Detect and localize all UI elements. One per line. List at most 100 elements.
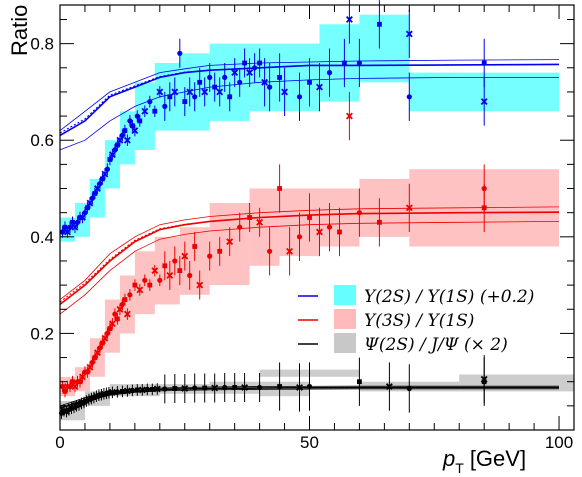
ups2s-point	[59, 229, 66, 235]
psi2s-point	[61, 408, 67, 414]
ups2s-point	[216, 88, 224, 96]
axes: 0 50 100 0.2 0.4 0.6 0.8	[30, 5, 574, 452]
psi2s-point	[172, 386, 178, 391]
ups2s-point	[156, 88, 164, 96]
ups3s-syst-box	[154, 236, 180, 305]
ups2s-point	[134, 113, 140, 119]
psi2s-curve-upper-line	[59, 385, 559, 407]
ups2s-curve-lower-line	[59, 77, 559, 151]
ups2s-point	[74, 219, 81, 225]
ups2s-point	[162, 103, 168, 109]
ups3s-curve-upper-line	[59, 206, 560, 300]
legend-label: Υ(2S) / Υ(1S) (+0.2)	[364, 287, 534, 307]
ups3s-point	[151, 267, 159, 275]
y-tick-label: 0.4	[30, 228, 54, 247]
ups3s-point	[70, 379, 75, 385]
ups3s-point	[405, 204, 413, 212]
psi2s-point	[222, 384, 228, 391]
ups2s-syst-box	[359, 14, 410, 83]
ups3s-point	[127, 292, 133, 298]
ups2s-syst-box	[89, 178, 105, 218]
ups2s-point	[147, 99, 153, 105]
psi2s-point	[99, 392, 104, 398]
psi2s-point	[134, 387, 140, 393]
ups2s-point	[281, 88, 288, 96]
ups2s-point	[326, 70, 333, 76]
ups3s-point	[237, 224, 243, 230]
ups3s-point	[100, 340, 105, 346]
ups2s-point	[246, 69, 254, 77]
x-axis-title-subscript: T	[455, 460, 464, 476]
psi2s-point	[114, 389, 120, 395]
psi2s-point	[202, 385, 208, 391]
ups3s-point	[172, 258, 178, 264]
ups2s-point	[62, 224, 68, 230]
ups2s-point	[192, 94, 198, 100]
ups3s-point	[481, 205, 487, 211]
ups2s-point	[64, 228, 71, 236]
ups3s-point	[277, 186, 282, 191]
ups3s-point	[79, 373, 86, 381]
ups2s-point	[152, 108, 158, 114]
ups3s-point	[157, 277, 163, 283]
ups3s-point	[187, 272, 193, 279]
legend-label: Υ(3S) / Υ(1S)	[364, 311, 474, 331]
ups2s-point	[97, 181, 103, 187]
psi2s-point	[232, 385, 238, 390]
ups3s-point	[104, 330, 110, 336]
legend: Υ(2S) / Υ(1S) (+0.2) Υ(3S) / Υ(1S) Ψ(2S) /…	[298, 285, 534, 355]
data-points	[58, 0, 488, 419]
psi2s-point	[138, 386, 146, 394]
ups2s-point	[481, 60, 487, 66]
ups3s-point	[316, 228, 323, 236]
ups2s-point	[137, 118, 143, 124]
ups2s-point	[182, 99, 188, 104]
psi2s-point	[106, 390, 112, 396]
y-tick-label: 0.2	[30, 324, 54, 343]
ups2s-point	[101, 170, 109, 178]
ups2s-point	[405, 30, 413, 38]
model-curves	[59, 59, 560, 412]
ups3s-point	[162, 263, 168, 269]
psi2s-point	[123, 387, 131, 395]
ups2s-point	[141, 107, 149, 115]
ups2s-point	[222, 74, 228, 80]
psi2s-point	[108, 388, 116, 396]
ups2s-point	[406, 94, 412, 100]
ups2s-point	[79, 214, 86, 221]
ups2s-point	[93, 185, 101, 192]
ups3s-point	[296, 234, 303, 240]
ups2s-point	[356, 60, 362, 66]
ups3s-point	[107, 326, 113, 331]
psi2s-point	[385, 383, 393, 390]
ups3s-point	[207, 253, 213, 259]
psi2s-point	[257, 384, 263, 391]
x-axis-title: pT [GeV]	[442, 446, 526, 476]
y-tick-label: 0.8	[30, 35, 54, 54]
psi2s-point	[149, 387, 155, 392]
psi2s-point	[357, 379, 362, 385]
ups2s-point	[316, 83, 323, 91]
ups2s-point	[67, 224, 73, 230]
ups3s-point	[89, 359, 95, 365]
ups2s-point	[123, 136, 131, 144]
psi2s-point	[406, 385, 412, 392]
ups3s-dotted-curve	[59, 211, 560, 303]
ups2s-point	[108, 151, 116, 159]
ups3s-point	[247, 215, 252, 220]
ups3s-point	[85, 369, 90, 375]
ups2s-point	[86, 199, 94, 207]
ups3s-point	[142, 277, 148, 283]
ups3s-point	[326, 224, 333, 230]
ups2s-point	[261, 78, 269, 86]
ups3s-point	[119, 301, 125, 307]
ups2s-syst-box	[104, 140, 120, 189]
ups3s-curve-lower-line	[59, 221, 560, 315]
plot-frame	[59, 4, 575, 431]
x-tick-label: 0	[55, 433, 64, 452]
x-tick-label: 50	[300, 433, 319, 452]
ups2s-point	[107, 157, 113, 162]
ups2s-point	[77, 215, 83, 220]
psi2s-point	[296, 384, 303, 391]
